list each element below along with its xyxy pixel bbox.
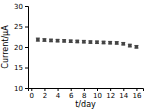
error-bar (102, 41, 106, 43)
error-bar (56, 39, 60, 41)
y-tick-label: 30 (14, 3, 23, 11)
x-tick-mark (136, 88, 137, 91)
x-tick-label: 8 (82, 92, 86, 100)
error-bar (128, 44, 132, 47)
x-tick-label: 4 (56, 92, 61, 100)
point (49, 39, 53, 43)
y-tick-label: 15 (14, 64, 23, 72)
x-tick: 12 (106, 88, 115, 100)
point (122, 42, 126, 46)
point (36, 38, 40, 42)
y-tick-mark (25, 47, 28, 48)
x-tick: 8 (82, 88, 86, 100)
error-bar (115, 42, 119, 44)
point (43, 38, 47, 42)
x-tick-mark (44, 88, 45, 91)
x-tick: 4 (56, 88, 61, 100)
y-tick-label: 25 (14, 23, 23, 31)
chart: 0 2 468 10 12 14 16 10 15 20 25 30 t/day Current/μA (0, 0, 150, 110)
point (115, 41, 119, 45)
y-tick: 30 (14, 3, 28, 11)
y-tick-mark (25, 27, 28, 28)
x-tick-label: 10 (93, 92, 102, 100)
point (56, 39, 60, 43)
x-tick-mark (31, 88, 32, 91)
error-bar (49, 39, 53, 41)
error-bar (95, 41, 99, 43)
y-axis: 10 15 20 25 30 (14, 3, 28, 93)
point (95, 41, 99, 45)
x-tick-label: 16 (132, 92, 141, 100)
point (108, 41, 112, 45)
x-tick-label: 0 (30, 92, 34, 100)
error-bar (88, 41, 92, 43)
point (76, 40, 80, 44)
error-bar (42, 39, 46, 42)
point (89, 40, 93, 44)
error-bar (121, 42, 125, 44)
y-tick: 20 (14, 44, 28, 52)
y-tick: 25 (14, 23, 28, 31)
error-bar (36, 38, 40, 41)
x-tick-mark (110, 88, 111, 91)
point (128, 44, 132, 48)
x-tick-label: 6 (69, 92, 74, 100)
y-tick-mark (25, 68, 28, 69)
y-tick: 10 (14, 85, 28, 93)
error-bar (69, 40, 73, 42)
plot: 0 2 468 10 12 14 16 10 15 20 25 30 (14, 3, 143, 100)
x-tick-mark (97, 88, 98, 91)
point (62, 39, 65, 43)
x-tick: 6 (69, 88, 74, 100)
x-axis: 0 2 468 10 12 14 16 (29, 88, 144, 100)
x-tick-label: 2 (43, 92, 47, 100)
x-tick-label: 12 (106, 92, 115, 100)
y-tick-label: 20 (14, 44, 23, 52)
x-tick: 14 (119, 88, 128, 100)
y-tick-mark (25, 6, 28, 7)
error-bar (108, 41, 112, 43)
point (69, 40, 73, 44)
x-tick-mark (123, 88, 124, 91)
marks (36, 38, 139, 49)
y-tick-label: 10 (14, 85, 23, 93)
error-bar (75, 40, 79, 42)
point (102, 41, 106, 45)
x-tick: 2 (43, 88, 47, 100)
error-bar (134, 45, 138, 48)
x-tick-mark (84, 88, 85, 91)
y-tick-mark (25, 88, 28, 89)
point (135, 45, 139, 49)
point (82, 40, 86, 44)
x-tick-label: 14 (119, 92, 128, 100)
x-axis-title: t/day (75, 100, 96, 109)
error-bar (62, 40, 66, 42)
x-tick-mark (71, 88, 72, 91)
y-axis-line (25, 7, 29, 89)
x-tick: 16 (132, 88, 141, 100)
error-bar (82, 40, 86, 42)
x-tick-mark (58, 88, 59, 91)
y-tick: 15 (14, 64, 28, 72)
x-tick: 0 (30, 88, 34, 100)
x-tick: 10 (93, 88, 102, 100)
x-axis-line (29, 89, 144, 92)
y-axis-title: Current/μA (1, 25, 10, 69)
